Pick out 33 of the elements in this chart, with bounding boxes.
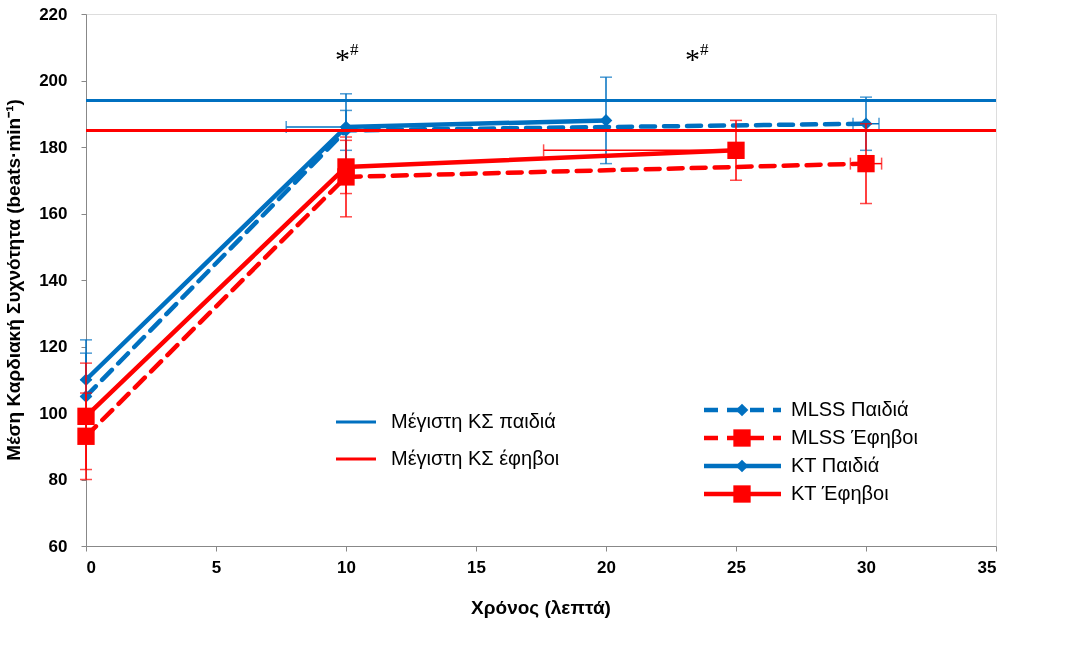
annotation: *# bbox=[335, 40, 359, 75]
y-tick-label: 180 bbox=[39, 137, 68, 157]
point bbox=[599, 114, 613, 127]
x-tick-label: 25 bbox=[727, 557, 746, 577]
point bbox=[77, 427, 95, 445]
legend-label: ΚΤ Παιδιά bbox=[791, 454, 880, 476]
y-axis-title: Μέση Καρδιακή Συχνότητα (beats·min⁻¹) bbox=[3, 99, 24, 461]
x-tick-label: 10 bbox=[337, 557, 356, 577]
legend-label: MLSS Έφηβοι bbox=[791, 426, 918, 448]
point bbox=[857, 154, 875, 173]
x-tick-label: 0 bbox=[86, 557, 96, 577]
y-tick-label: 80 bbox=[48, 470, 68, 489]
point bbox=[77, 407, 95, 425]
point bbox=[727, 141, 745, 159]
legend-label: ΚΤ Έφηβοι bbox=[791, 482, 889, 504]
legend-label: MLSS Παιδιά bbox=[791, 398, 909, 420]
y-tick-label: 100 bbox=[39, 403, 68, 423]
x-tick-label: 20 bbox=[597, 557, 616, 577]
y-tick-label: 60 bbox=[48, 536, 68, 556]
x-tick-label: 30 bbox=[857, 557, 876, 577]
legend-label: Μέγιστη ΚΣ έφηβοι bbox=[391, 447, 560, 469]
annotation: *# bbox=[685, 40, 709, 75]
x-axis-title: Χρόνος (λεπτά) bbox=[471, 597, 611, 618]
x-tick-label: 5 bbox=[211, 557, 222, 577]
x-tick-label: 15 bbox=[467, 557, 486, 577]
legend-label: Μέγιστη ΚΣ παιδιά bbox=[391, 410, 556, 432]
y-tick-label: 120 bbox=[39, 337, 68, 356]
y-tick-label: 220 bbox=[39, 4, 68, 24]
y-tick-label: 160 bbox=[39, 204, 68, 223]
y-tick-label: 140 bbox=[39, 270, 68, 290]
point bbox=[337, 158, 355, 176]
x-tick-label: 35 bbox=[977, 557, 997, 577]
y-tick-label: 200 bbox=[39, 71, 68, 90]
